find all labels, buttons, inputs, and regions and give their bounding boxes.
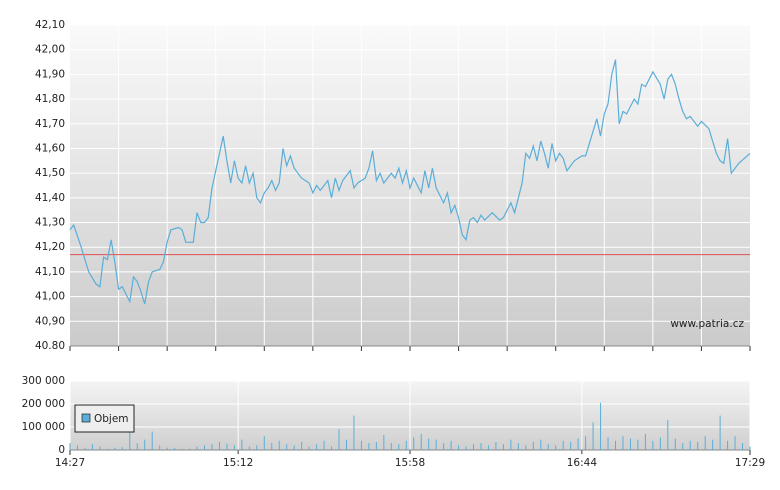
y-tick-label: 41,80 <box>35 93 65 105</box>
x-tick-label: 17:29 <box>735 457 765 469</box>
y-tick-label: 41,00 <box>35 291 65 303</box>
y-tick-label: 40.80 <box>35 340 65 352</box>
y-tick-label: 41,10 <box>35 266 65 278</box>
y-tick-label: 0 <box>58 444 65 456</box>
y-tick-label: 42,10 <box>35 19 65 31</box>
y-tick-label: 42,00 <box>35 44 65 56</box>
x-tick-label: 15:12 <box>223 457 253 469</box>
y-tick-label: 100 000 <box>22 421 65 433</box>
y-tick-label: 41,20 <box>35 241 65 253</box>
y-tick-label: 41,30 <box>35 217 65 229</box>
y-tick-label: 41,50 <box>35 167 65 179</box>
y-tick-label: 41,70 <box>35 118 65 130</box>
legend-label: Objem <box>94 413 129 425</box>
price-line <box>69 59 751 305</box>
y-tick-label: 41,40 <box>35 192 65 204</box>
y-tick-label: 41,90 <box>35 68 65 80</box>
watermark: www.patria.cz <box>670 318 744 330</box>
x-tick-label: 15:58 <box>395 457 425 469</box>
legend-swatch <box>81 413 91 423</box>
y-tick-label: 40,90 <box>35 315 65 327</box>
y-tick-label: 300 000 <box>22 375 65 387</box>
x-tick-label: 16:44 <box>567 457 598 469</box>
y-tick-label: 200 000 <box>22 398 65 410</box>
x-tick-label: 14:27 <box>55 457 85 469</box>
y-tick-label: 41,60 <box>35 142 65 154</box>
